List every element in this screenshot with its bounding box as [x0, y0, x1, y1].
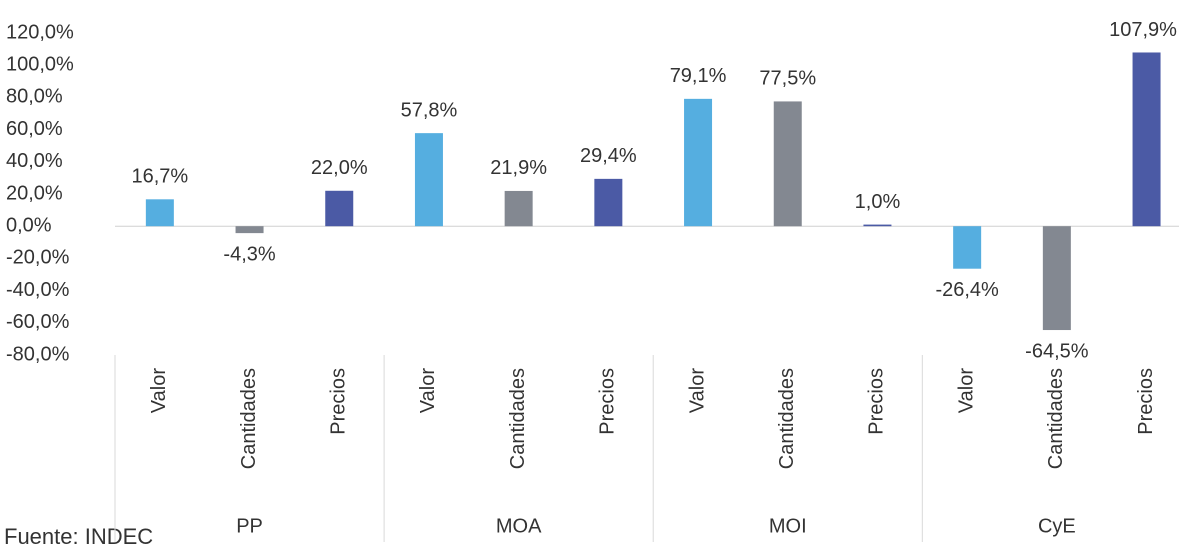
value-label: -4,3% — [223, 243, 275, 265]
x-tick-label: Precios — [597, 368, 619, 435]
bar — [1042, 226, 1071, 331]
x-tick-label: Valor — [955, 368, 977, 414]
x-tick-label: Cantidades — [776, 368, 798, 469]
y-tick-label: 40,0% — [6, 150, 63, 172]
bar — [953, 226, 982, 269]
value-label: 57,8% — [401, 99, 458, 121]
bar — [414, 133, 443, 227]
value-label: -64,5% — [1025, 340, 1089, 362]
bar — [235, 226, 264, 234]
bar — [684, 98, 713, 227]
source-note: Fuente: INDEC — [4, 524, 153, 549]
x-tick-label: Valor — [148, 368, 170, 414]
group-label: MOA — [496, 515, 542, 537]
value-label: 79,1% — [670, 65, 727, 87]
bar — [325, 190, 354, 227]
x-tick-label: Cantidades — [1045, 368, 1067, 469]
y-tick-label: 80,0% — [6, 86, 63, 108]
value-label: 1,0% — [855, 191, 901, 213]
y-tick-label: -60,0% — [6, 311, 70, 333]
group-label: CyE — [1038, 515, 1076, 537]
bar — [773, 101, 802, 227]
value-label: -26,4% — [935, 279, 999, 301]
value-label: 21,9% — [490, 157, 547, 179]
value-label: 77,5% — [759, 68, 816, 90]
y-tick-label: 20,0% — [6, 182, 63, 204]
bar — [863, 224, 892, 227]
value-label: 107,9% — [1109, 19, 1177, 41]
y-tick-label: 0,0% — [6, 214, 52, 236]
value-label: 22,0% — [311, 157, 368, 179]
value-label: 29,4% — [580, 145, 637, 167]
bar — [594, 178, 623, 227]
group-label: MOI — [769, 515, 807, 537]
bar — [504, 190, 533, 227]
x-tick-label: Valor — [417, 368, 439, 414]
bar — [1132, 52, 1161, 227]
x-tick-label: Valor — [686, 368, 708, 414]
y-tick-label: -80,0% — [6, 343, 70, 365]
value-label: 16,7% — [131, 166, 188, 188]
y-tick-label: 120,0% — [6, 21, 74, 43]
x-tick-label: Precios — [1135, 368, 1157, 435]
y-tick-label: -40,0% — [6, 279, 70, 301]
y-tick-label: -20,0% — [6, 247, 70, 269]
bar — [145, 199, 174, 227]
x-tick-label: Precios — [328, 368, 350, 435]
group-label: PP — [236, 515, 263, 537]
y-tick-label: 100,0% — [6, 53, 74, 75]
x-tick-label: Cantidades — [507, 368, 529, 469]
y-tick-label: 60,0% — [6, 118, 63, 140]
x-tick-label: Precios — [866, 368, 888, 435]
x-tick-label: Cantidades — [238, 368, 260, 469]
